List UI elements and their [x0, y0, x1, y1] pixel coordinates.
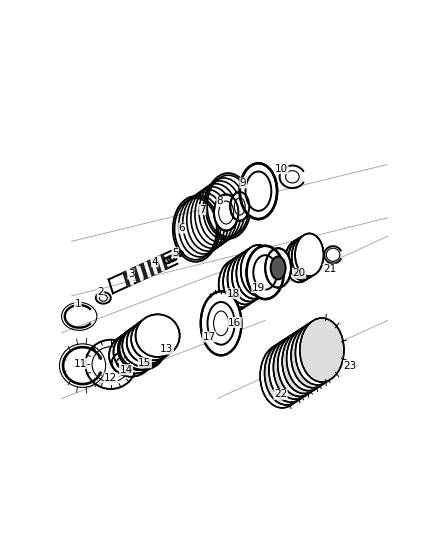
- Text: 7: 7: [199, 205, 206, 215]
- Ellipse shape: [178, 251, 183, 256]
- Text: 17: 17: [202, 332, 216, 342]
- Ellipse shape: [109, 334, 153, 377]
- Ellipse shape: [127, 321, 171, 364]
- Ellipse shape: [118, 327, 162, 370]
- Ellipse shape: [113, 330, 158, 374]
- Ellipse shape: [269, 338, 313, 402]
- Ellipse shape: [295, 321, 339, 385]
- Ellipse shape: [138, 350, 143, 356]
- Ellipse shape: [223, 256, 258, 308]
- Ellipse shape: [300, 318, 344, 382]
- Ellipse shape: [291, 324, 335, 388]
- Ellipse shape: [131, 318, 175, 360]
- Text: 16: 16: [228, 318, 241, 327]
- Text: 19: 19: [252, 282, 265, 293]
- Ellipse shape: [265, 248, 291, 288]
- Ellipse shape: [119, 326, 166, 370]
- Text: 4: 4: [152, 257, 158, 267]
- Text: 2: 2: [97, 287, 104, 297]
- Text: 5: 5: [172, 248, 179, 258]
- Ellipse shape: [145, 317, 178, 349]
- Ellipse shape: [260, 344, 304, 408]
- Ellipse shape: [232, 251, 267, 302]
- Text: 9: 9: [240, 178, 247, 188]
- Ellipse shape: [271, 256, 286, 279]
- Ellipse shape: [230, 192, 249, 221]
- Ellipse shape: [247, 246, 284, 299]
- Text: 6: 6: [179, 223, 185, 233]
- Ellipse shape: [292, 236, 320, 278]
- Text: 8: 8: [217, 197, 223, 206]
- Ellipse shape: [273, 335, 318, 399]
- Ellipse shape: [240, 163, 277, 219]
- Ellipse shape: [295, 233, 324, 276]
- Text: 20: 20: [293, 268, 306, 278]
- Ellipse shape: [278, 333, 322, 397]
- Ellipse shape: [288, 238, 317, 280]
- Text: 18: 18: [226, 289, 240, 299]
- Text: 14: 14: [120, 365, 133, 375]
- Text: 1: 1: [74, 299, 81, 309]
- Ellipse shape: [265, 341, 309, 405]
- Ellipse shape: [227, 254, 263, 304]
- Text: 3: 3: [128, 269, 134, 279]
- Text: 23: 23: [343, 361, 357, 370]
- Ellipse shape: [237, 248, 272, 298]
- Ellipse shape: [135, 314, 180, 357]
- Text: 10: 10: [275, 164, 288, 174]
- Ellipse shape: [201, 292, 241, 356]
- Text: 12: 12: [104, 373, 117, 383]
- Ellipse shape: [219, 260, 254, 310]
- Ellipse shape: [241, 245, 276, 296]
- Ellipse shape: [286, 327, 331, 391]
- Ellipse shape: [285, 240, 314, 282]
- Text: 21: 21: [323, 264, 336, 274]
- Ellipse shape: [122, 324, 166, 367]
- Ellipse shape: [214, 195, 238, 231]
- Text: 15: 15: [138, 358, 152, 368]
- Text: 11: 11: [74, 359, 87, 368]
- Text: 22: 22: [274, 389, 287, 399]
- Text: 13: 13: [160, 344, 173, 354]
- Ellipse shape: [282, 329, 326, 393]
